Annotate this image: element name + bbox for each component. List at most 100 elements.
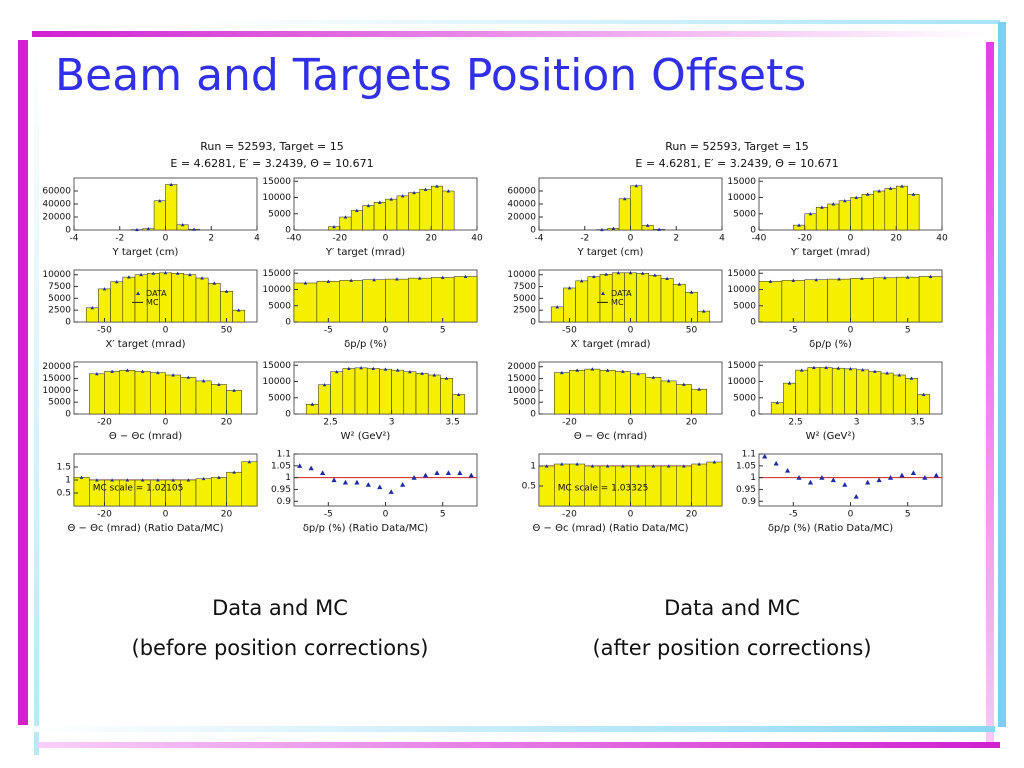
data-point <box>232 470 236 474</box>
data-point <box>192 227 196 231</box>
data-point <box>186 375 191 379</box>
x-axis-label: δp/p (%) <box>344 339 387 350</box>
histogram-bar <box>342 368 356 415</box>
histogram-bar <box>660 465 677 507</box>
histogram-bar <box>804 279 828 323</box>
y-tick-label: 0 <box>750 226 756 236</box>
x-tick-label: 2 <box>208 234 214 244</box>
data-point <box>247 460 252 464</box>
y-tick-label: 60000 <box>507 187 536 197</box>
y-tick-label: 15000 <box>507 374 536 384</box>
histogram-bar <box>366 368 380 415</box>
data-point <box>175 271 180 275</box>
data-point <box>310 402 315 406</box>
y-tick-label: 1 <box>750 473 756 483</box>
histogram-bar <box>431 185 443 231</box>
histogram-bar <box>672 283 686 323</box>
data-point <box>604 272 608 276</box>
x-axis-label: Θ − Θc (mrad) (Ratio Data/MC) <box>533 523 689 534</box>
histogram-bar <box>630 373 646 415</box>
data-point <box>796 475 802 480</box>
right-bar <box>998 22 1006 727</box>
histogram-bar <box>691 463 707 507</box>
data-point <box>457 470 463 475</box>
histogram-bar <box>630 185 643 231</box>
x-tick-label: 40 <box>471 234 483 244</box>
data-point <box>395 368 400 372</box>
data-point <box>90 306 95 310</box>
data-point <box>787 381 792 385</box>
histogram-bar <box>691 388 707 415</box>
y-tick-label: 0.9 <box>277 497 292 507</box>
data-point <box>876 477 882 483</box>
histogram-bar <box>339 216 352 231</box>
data-point <box>217 382 221 386</box>
data-point <box>666 464 671 468</box>
data-point <box>110 369 114 373</box>
histogram-bar <box>618 198 631 231</box>
histogram-bar <box>385 278 409 323</box>
histogram-bar <box>554 372 570 415</box>
x-tick-label: -20 <box>797 234 812 244</box>
y-tick-label: 2500 <box>513 306 536 316</box>
y-tick-label: 20000 <box>507 362 536 372</box>
y-tick-label: 0.95 <box>736 485 756 495</box>
histogram-bar <box>892 374 906 415</box>
data-point <box>418 276 422 280</box>
data-point <box>383 367 388 371</box>
data-point <box>853 493 859 499</box>
data-point <box>354 479 360 485</box>
data-point <box>791 278 796 282</box>
bottom-rule <box>30 726 995 732</box>
data-point <box>830 477 836 483</box>
data-point <box>831 202 836 206</box>
y-tick-label: 15000 <box>727 361 756 371</box>
data-point <box>446 189 451 193</box>
histogram-bar <box>868 371 882 415</box>
data-point <box>665 276 669 280</box>
histogram-bar <box>807 367 821 415</box>
bottom-bar <box>38 742 1000 748</box>
x-tick-label: -40 <box>287 234 302 244</box>
histogram-bar <box>396 195 409 231</box>
histogram-bar <box>241 461 258 507</box>
data-point <box>812 365 816 369</box>
x-tick-label: -5 <box>324 326 333 336</box>
y-tick-label: 5000 <box>268 301 291 311</box>
data-point <box>773 460 779 466</box>
data-point <box>102 287 107 291</box>
histogram-bar <box>211 477 227 507</box>
data-point <box>636 372 640 376</box>
figure-caption: (after position corrections) <box>592 636 871 660</box>
histogram-bar <box>419 189 432 231</box>
histogram-bar <box>827 278 851 323</box>
y-tick-label: 1.1 <box>742 450 756 460</box>
histogram-bar <box>896 276 920 323</box>
top-rule <box>200 20 1000 24</box>
data-point <box>297 463 303 468</box>
histogram-bar <box>440 378 453 415</box>
histogram-bar <box>815 207 828 231</box>
x-tick-label: 20 <box>686 418 698 428</box>
data-point <box>560 462 564 466</box>
histogram-bar <box>339 280 363 323</box>
data-point <box>701 309 706 313</box>
y-tick-label: 5000 <box>513 294 536 304</box>
x-axis-label: X′ target (mrad) <box>105 339 185 350</box>
y-tick-label: 0.5 <box>522 482 536 492</box>
x-tick-label: -40 <box>752 234 767 244</box>
data-point <box>200 276 204 280</box>
y-tick-label: 20000 <box>507 213 536 223</box>
data-point <box>666 379 671 383</box>
x-tick-label: 20 <box>426 234 438 244</box>
x-tick-label: 0 <box>848 326 854 336</box>
y-tick-label: 0 <box>530 410 536 420</box>
data-point <box>636 464 640 468</box>
histogram-bar <box>452 394 466 415</box>
y-tick-label: 0.5 <box>57 489 71 499</box>
data-point <box>899 472 905 478</box>
x-tick-label: 2.5 <box>323 418 337 428</box>
figure-header: Run = 52593, Target = 15 <box>200 140 344 153</box>
histogram-bar <box>318 384 331 415</box>
data-point <box>645 223 650 227</box>
